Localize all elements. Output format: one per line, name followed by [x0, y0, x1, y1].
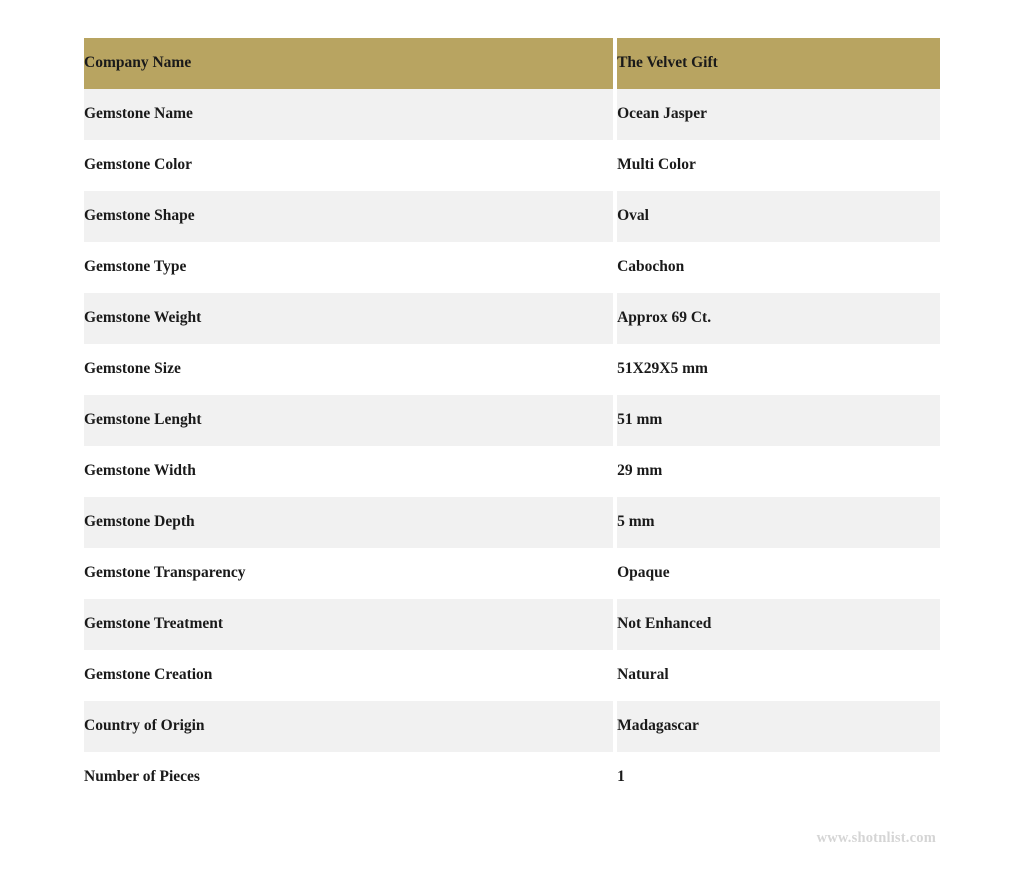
column-gap: [612, 293, 618, 344]
table-row: Gemstone Depth 5 mm: [84, 497, 940, 548]
row-label-cell: Gemstone Treatment: [84, 599, 613, 650]
row-value-cell: Multi Color: [617, 140, 940, 191]
header-value-cell: The Velvet Gift: [617, 38, 940, 89]
row-value-cell: Approx 69 Ct.: [617, 293, 940, 344]
row-value-cell: 5 mm: [617, 497, 940, 548]
table-row: Number of Pieces 1: [84, 752, 940, 803]
table-row: Gemstone Width 29 mm: [84, 446, 940, 497]
row-value-cell: 29 mm: [617, 446, 940, 497]
table-row: Gemstone Shape Oval: [84, 191, 940, 242]
table-header-row: Company Name The Velvet Gift: [84, 38, 940, 89]
row-value-cell: Madagascar: [617, 701, 940, 752]
column-gap: [612, 38, 618, 89]
row-value-cell: Opaque: [617, 548, 940, 599]
row-label-cell: Gemstone Name: [84, 89, 613, 140]
column-gap: [612, 701, 618, 752]
column-gap: [612, 242, 618, 293]
column-gap: [612, 752, 618, 803]
row-value-cell: Natural: [617, 650, 940, 701]
table-row: Gemstone Treatment Not Enhanced: [84, 599, 940, 650]
row-label-cell: Gemstone Creation: [84, 650, 613, 701]
table-row: Gemstone Name Ocean Jasper: [84, 89, 940, 140]
row-label-cell: Gemstone Type: [84, 242, 613, 293]
row-value-cell: 1: [617, 752, 940, 803]
table-body: Company Name The Velvet Gift Gemstone Name…: [84, 38, 940, 803]
row-label-cell: Country of Origin: [84, 701, 613, 752]
row-value-cell: 51 mm: [617, 395, 940, 446]
table-row: Gemstone Creation Natural: [84, 650, 940, 701]
table-row: Gemstone Transparency Opaque: [84, 548, 940, 599]
table-row: Gemstone Weight Approx 69 Ct.: [84, 293, 940, 344]
row-label-cell: Gemstone Shape: [84, 191, 613, 242]
row-label-cell: Gemstone Width: [84, 446, 613, 497]
header-label-cell: Company Name: [84, 38, 613, 89]
row-value-cell: Not Enhanced: [617, 599, 940, 650]
row-label-cell: Gemstone Color: [84, 140, 613, 191]
gemstone-specification-table: Company Name The Velvet Gift Gemstone Name…: [84, 38, 940, 803]
column-gap: [612, 599, 618, 650]
column-gap: [612, 548, 618, 599]
watermark: www.shotnlist.com: [816, 830, 936, 846]
row-label-cell: Gemstone Weight: [84, 293, 613, 344]
row-label-cell: Gemstone Depth: [84, 497, 613, 548]
table-row: Gemstone Type Cabochon: [84, 242, 940, 293]
column-gap: [612, 89, 618, 140]
row-label-cell: Gemstone Transparency: [84, 548, 613, 599]
column-gap: [612, 497, 618, 548]
table-row: Gemstone Lenght 51 mm: [84, 395, 940, 446]
column-gap: [612, 191, 618, 242]
table-row: Country of Origin Madagascar: [84, 701, 940, 752]
row-label-cell: Gemstone Lenght: [84, 395, 613, 446]
row-label-cell: Number of Pieces: [84, 752, 613, 803]
row-value-cell: Ocean Jasper: [617, 89, 940, 140]
row-value-cell: 51X29X5 mm: [617, 344, 940, 395]
row-value-cell: Cabochon: [617, 242, 940, 293]
column-gap: [612, 140, 618, 191]
column-gap: [612, 344, 618, 395]
column-gap: [612, 650, 618, 701]
table-row: Gemstone Color Multi Color: [84, 140, 940, 191]
column-gap: [612, 395, 618, 446]
column-gap: [612, 446, 618, 497]
row-value-cell: Oval: [617, 191, 940, 242]
row-label-cell: Gemstone Size: [84, 344, 613, 395]
table-row: Gemstone Size 51X29X5 mm: [84, 344, 940, 395]
